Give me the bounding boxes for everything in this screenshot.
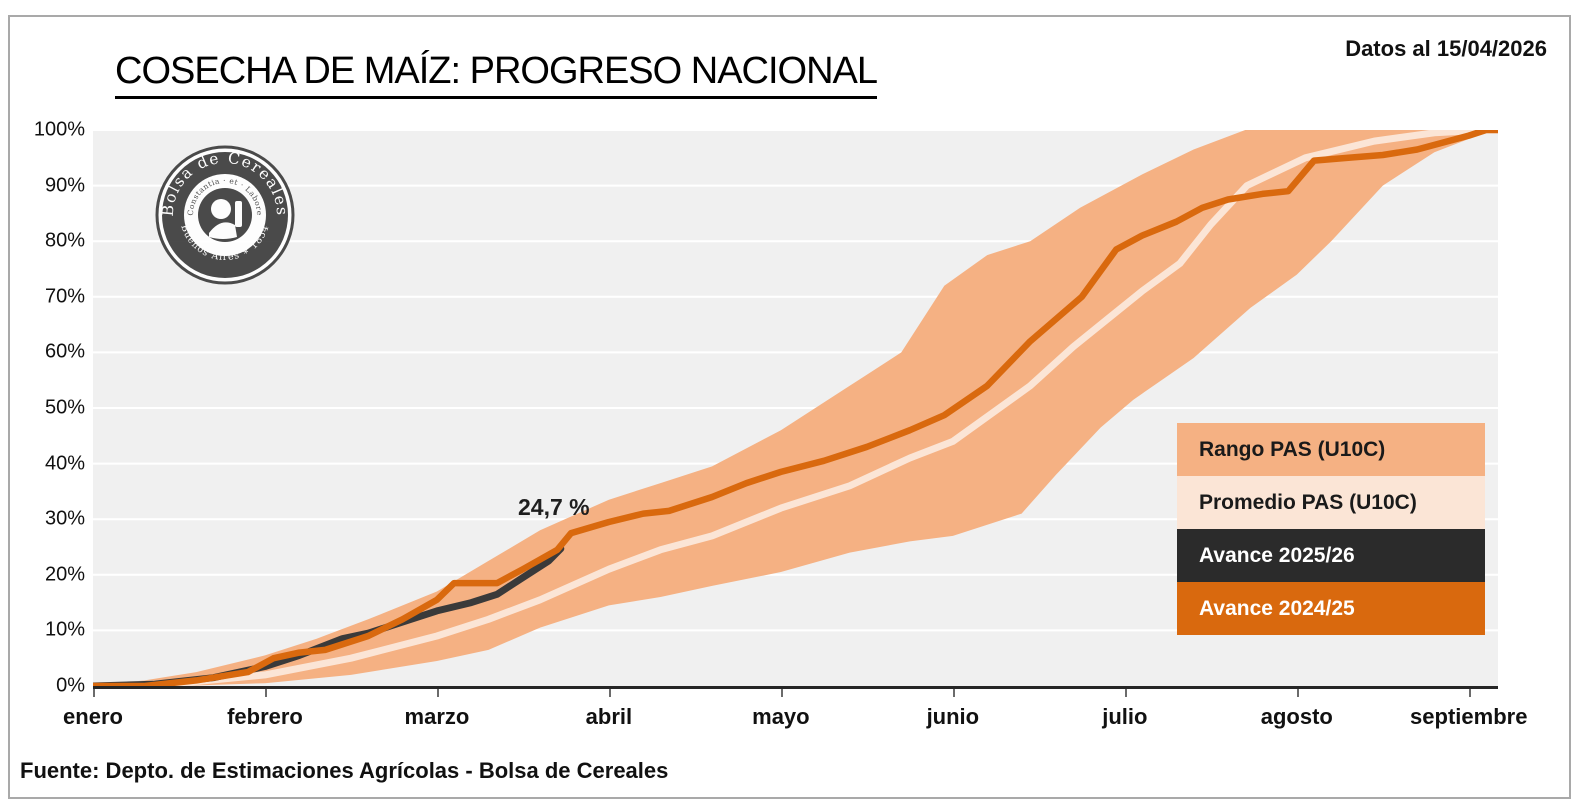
legend-item-rango-pas: Rango PAS (U10C)	[1177, 423, 1485, 476]
x-tick-label-abril: abril	[585, 704, 633, 729]
legend-label: Avance 2025/26	[1199, 543, 1355, 567]
y-tick-label: 0%	[56, 674, 85, 697]
x-axis-line	[93, 686, 1498, 689]
x-tick-label-julio: julio	[1102, 704, 1148, 729]
series-line-avance-2024-25	[93, 130, 1498, 686]
x-tick-mark	[93, 689, 95, 697]
y-tick-label: 50%	[44, 396, 85, 419]
source-note: Fuente: Depto. de Estimaciones Agrícolas…	[20, 758, 669, 783]
x-tick-mark	[1468, 689, 1471, 697]
x-tick-label-enero: enero	[63, 704, 123, 729]
legend-label: Rango PAS (U10C)	[1199, 437, 1386, 461]
logo-seal: Bolsa de Cereales Buenos Aires ∗ 1854 Co…	[155, 145, 295, 285]
rango-pas-band	[93, 130, 1498, 686]
x-tick-label-mayo: mayo	[752, 704, 810, 729]
x-tick-label-septiembre: septiembre	[1410, 704, 1528, 729]
y-tick-label: 100%	[33, 118, 85, 141]
x-tick-mark	[608, 689, 611, 697]
legend-item-promedio-pas: Promedio PAS (U10C)	[1177, 476, 1485, 529]
x-tick-mark	[952, 689, 955, 697]
x-tick-label-junio: junio	[926, 704, 980, 729]
x-tick-mark	[780, 689, 783, 697]
x-tick-mark	[436, 689, 439, 697]
y-tick-label: 70%	[44, 285, 85, 308]
x-tick-label-marzo: marzo	[404, 704, 470, 729]
legend-item-avance-2025-26: Avance 2025/26	[1177, 529, 1485, 582]
current-progress-annotation: 24,7 %	[518, 494, 590, 520]
page-title: COSECHA DE MAÍZ: PROGRESO NACIONAL	[115, 50, 878, 99]
y-tick-label: 20%	[44, 563, 85, 586]
bolsa-de-cereales-logo: Bolsa de Cereales Buenos Aires ∗ 1854 Co…	[155, 145, 295, 285]
x-tick-label-agosto: agosto	[1260, 704, 1333, 729]
data-as-of-label: Datos al 15/04/2026	[1345, 36, 1547, 61]
y-tick-label: 30%	[44, 507, 85, 530]
x-tick-label-febrero: febrero	[227, 704, 303, 729]
legend-label: Avance 2024/25	[1199, 596, 1355, 620]
y-tick-label: 10%	[44, 618, 85, 641]
y-tick-label: 40%	[44, 452, 85, 475]
x-tick-mark	[264, 689, 267, 697]
x-tick-mark	[1296, 689, 1299, 697]
legend-item-avance-2024-25: Avance 2024/25	[1177, 582, 1485, 635]
series-line-promedio	[93, 130, 1498, 686]
legend-label: Promedio PAS (U10C)	[1199, 490, 1417, 514]
x-tick-mark	[1124, 689, 1127, 697]
chart-legend: Rango PAS (U10C) Promedio PAS (U10C) Ava…	[1177, 423, 1485, 635]
y-tick-label: 80%	[44, 229, 85, 252]
y-tick-label: 60%	[44, 340, 85, 363]
y-tick-label: 90%	[44, 174, 85, 197]
